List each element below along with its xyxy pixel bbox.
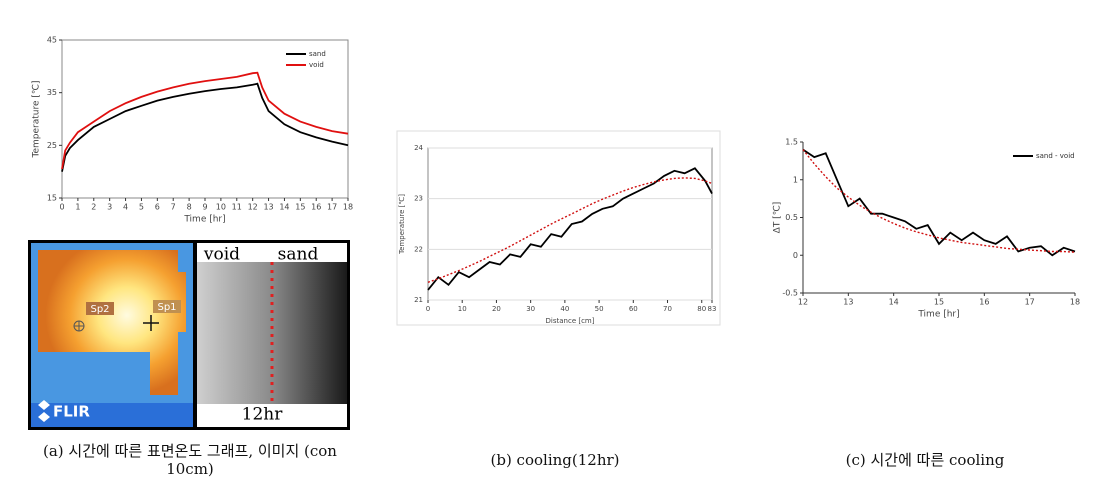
x-tick-label: 18 [1070,298,1080,307]
x-tick-label: 50 [595,305,604,313]
x-axis-label: Distance [cm] [546,317,595,325]
x-tick-label: 16 [311,203,321,212]
spot-label: Sp2 [90,304,109,315]
spot-label: Sp1 [157,302,176,313]
image-label: void [203,245,240,265]
y-tick-label: 1 [793,175,798,184]
y-tick-label: 22 [414,245,423,253]
data-line [61,82,349,172]
caption: (a) 시간에 따른 표면온도 그래프, 이미지 (con 10cm) [43,442,337,478]
spot-tag [153,300,181,313]
y-tick-label: 25 [47,141,57,150]
x-tick-label: 13 [843,298,853,307]
thermal-image: Sp2 Sp1 FLIR void sand 12hr [28,240,350,430]
x-tick-label: 20 [492,305,501,313]
x-tick-label: 8 [187,203,192,212]
x-tick-label: 70 [663,305,672,313]
data-line [427,167,713,291]
crosshair [74,321,84,331]
x-tick-label: 15 [295,203,305,212]
plot-frame [61,39,349,199]
legend-label: void [309,61,324,69]
x-tick-label: 11 [232,203,242,212]
x-tick-label: 17 [327,203,337,212]
x-tick-label: 30 [526,305,535,313]
brand-label: FLIR [53,403,90,421]
x-tick-label: 80 [697,305,706,313]
label-strip [197,404,347,427]
x-tick-label: 17 [1025,298,1035,307]
caption: (c) 시간에 따른 cooling [845,451,1005,469]
x-tick-label: 1 [75,203,80,212]
x-tick-label: 9 [202,203,207,212]
y-axis-label: Temperature [℃] [398,194,406,255]
x-tick-label: 4 [123,203,128,212]
ir-hot-zone [38,250,186,395]
x-tick-label: 7 [171,203,176,212]
spot-tag [86,302,114,315]
x-tick-label: 60 [629,305,638,313]
x-tick-label: 10 [216,203,226,212]
x-tick-label: 13 [263,203,273,212]
x-tick-label: 2 [91,203,96,212]
x-tick-label: 6 [155,203,160,212]
y-tick-label: 0.5 [785,213,798,222]
data-line [802,148,1076,257]
x-tick-label: 5 [139,203,144,212]
y-tick-label: 35 [47,88,57,97]
panel-frame [396,130,721,326]
y-axis-label: Temperature [℃] [32,80,42,158]
y-tick-label: 23 [414,195,423,203]
x-tick-label: 0 [426,305,430,313]
x-tick-label: 16 [979,298,989,307]
y-tick-label: 15 [47,194,57,203]
grey-image [197,262,347,404]
y-tick-label: 45 [47,36,57,45]
x-axis-label: Time [hr] [183,215,225,225]
data-line [427,177,713,283]
x-tick-label: 40 [560,305,569,313]
y-axis-label: ΔT [℃] [773,202,783,234]
x-tick-label: 10 [458,305,467,313]
y-tick-label: 0 [793,251,798,260]
y-tick-label: 1.5 [785,138,798,147]
x-tick-label: 15 [934,298,944,307]
x-axis-label: Time [hr] [917,310,959,320]
label-strip [197,243,347,262]
data-line [802,149,1076,253]
image-label: sand [278,245,319,265]
x-tick-label: 3 [107,203,112,212]
x-tick-label: 18 [343,203,353,212]
data-line [61,71,349,170]
x-tick-label: 83 [708,305,717,313]
x-tick-label: 14 [889,298,899,307]
brand-logo [38,400,50,422]
x-tick-label: 12 [798,298,808,307]
image-label: 12hr [242,405,284,425]
legend-label: sand - void [1036,152,1075,160]
caption: (b) cooling(12hr) [490,451,620,469]
x-tick-label: 14 [279,203,289,212]
y-tick-label: 24 [414,144,423,152]
y-tick-label: -0.5 [782,289,798,298]
x-tick-label: 12 [248,203,258,212]
y-tick-label: 21 [414,296,423,304]
legend-label: sand [309,50,326,58]
x-tick-label: 0 [59,203,64,212]
crosshair [143,315,159,331]
